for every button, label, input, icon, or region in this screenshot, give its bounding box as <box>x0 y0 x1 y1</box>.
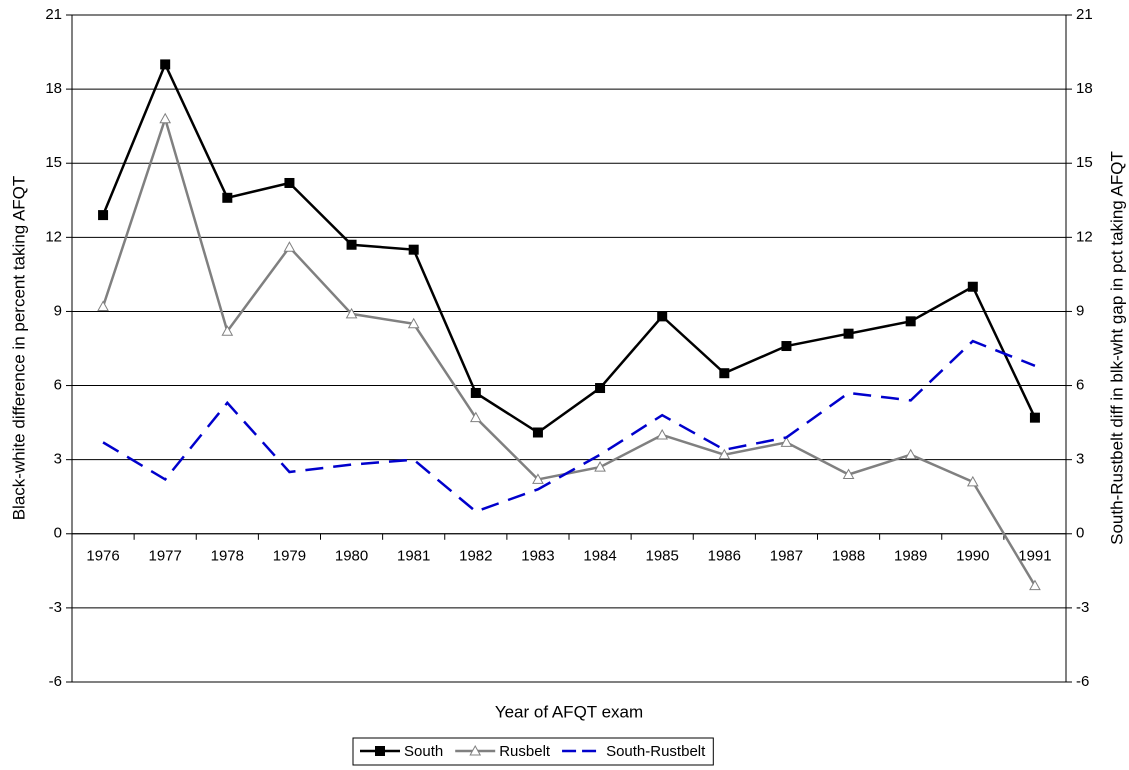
y2-tick-label: 9 <box>1076 302 1084 319</box>
point <box>1029 412 1040 423</box>
series-line <box>101 114 1037 587</box>
point <box>781 341 792 352</box>
x-tick-label: 1984 <box>583 548 616 565</box>
x-tick-label: 1987 <box>770 548 803 565</box>
y-tick-label: 6 <box>54 377 62 394</box>
point <box>346 239 357 250</box>
point <box>594 461 606 472</box>
point <box>843 328 854 339</box>
x-axis-title: Year of AFQT exam <box>495 702 643 721</box>
point <box>97 300 109 312</box>
x-tick-label: 1981 <box>397 548 430 565</box>
y-axis-title: Black-white difference in percent taking… <box>9 176 28 521</box>
point <box>345 307 358 319</box>
point <box>966 475 979 487</box>
legend-marker <box>469 744 482 756</box>
x-tick-label: 1976 <box>86 548 119 565</box>
point <box>904 448 917 460</box>
point <box>159 112 172 124</box>
point <box>284 177 295 188</box>
point <box>967 281 978 292</box>
point <box>905 316 916 327</box>
point <box>532 427 543 438</box>
x-tick-label: 1990 <box>956 548 989 565</box>
series-line <box>101 61 1037 435</box>
series-line <box>102 339 1036 513</box>
point <box>221 325 234 336</box>
y2-axis-title: South-Rustbelt diff in blk-wht gap in pc… <box>1107 151 1126 545</box>
legend-label: Rusbelt <box>499 743 551 760</box>
legend-label: South-Rustbelt <box>606 743 706 760</box>
point <box>780 436 793 447</box>
y-tick-label: 3 <box>54 451 62 468</box>
point <box>469 411 482 423</box>
legend-label: South <box>404 743 443 760</box>
x-tick-label: 1977 <box>149 548 182 565</box>
point <box>283 241 296 252</box>
y2-tick-label: 0 <box>1076 525 1084 542</box>
legend-marker <box>375 746 385 756</box>
y-tick-label: 0 <box>54 525 62 542</box>
point <box>719 368 730 379</box>
y-tick-label: 12 <box>45 228 62 245</box>
legend: South Rusbelt South-Rustbelt <box>352 737 714 766</box>
point <box>470 387 481 398</box>
y-tick-label: -6 <box>49 673 62 690</box>
y-tick-label: 18 <box>45 80 62 97</box>
point <box>718 448 731 460</box>
x-tick-label: 1980 <box>335 548 368 565</box>
y-tick-label: 15 <box>45 154 62 171</box>
y2-tick-label: 6 <box>1076 377 1084 394</box>
y-tick-label: -3 <box>49 599 62 616</box>
x-tick-label: 1989 <box>894 548 927 565</box>
y2-tick-label: 12 <box>1076 228 1093 245</box>
plot-frame <box>71 14 1067 683</box>
y-tick-label: 21 <box>45 6 62 23</box>
y2-tick-label: 3 <box>1076 451 1084 468</box>
y-tick-label: 9 <box>54 302 62 319</box>
point <box>98 210 109 221</box>
point <box>656 428 669 440</box>
x-tick-label: 1985 <box>646 548 679 565</box>
y2-tick-label: 15 <box>1076 154 1093 171</box>
x-tick-label: 1978 <box>211 548 244 565</box>
point <box>407 317 420 329</box>
x-tick-label: 1991 <box>1018 548 1051 565</box>
point <box>408 244 419 255</box>
y2-tick-label: 21 <box>1076 6 1093 23</box>
y2-tick-label: 18 <box>1076 80 1093 97</box>
point <box>595 383 606 394</box>
point <box>222 192 233 203</box>
legend-box <box>352 737 714 766</box>
point <box>160 59 171 70</box>
point <box>657 311 668 322</box>
x-tick-label: 1983 <box>521 548 554 565</box>
point <box>1029 579 1041 591</box>
point <box>842 468 855 479</box>
x-tick-label: 1982 <box>459 548 492 565</box>
point <box>532 473 544 484</box>
x-tick-label: 1988 <box>832 548 865 565</box>
y2-tick-label: -6 <box>1076 673 1089 690</box>
y2-tick-label: -3 <box>1076 599 1089 616</box>
x-tick-label: 1979 <box>273 548 306 565</box>
x-tick-label: 1986 <box>708 548 741 565</box>
